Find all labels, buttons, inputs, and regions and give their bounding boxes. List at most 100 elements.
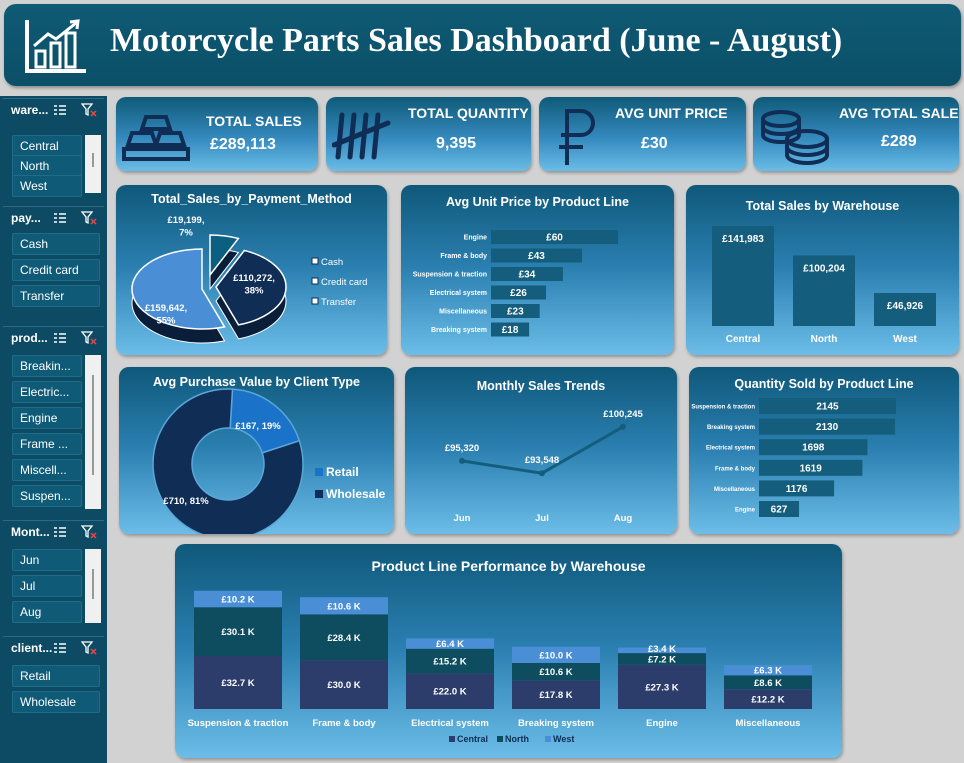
data-label: 1176: [786, 484, 808, 495]
slicer-item[interactable]: Aug: [12, 601, 82, 623]
stack-segment: [300, 660, 388, 709]
multi-select-icon[interactable]: [53, 641, 67, 655]
bar: [759, 398, 896, 414]
legend-swatch: [449, 736, 455, 742]
slicer-item[interactable]: Retail: [12, 665, 100, 687]
client-type-card: Avg Purchase Value by Client Type £167, …: [119, 367, 394, 534]
tally-marks-icon: [332, 112, 391, 160]
product-warehouse-card: Product Line Performance by Warehouse £3…: [175, 544, 842, 758]
stack-segment: [724, 689, 812, 709]
data-label: £95,320: [445, 443, 479, 454]
data-label: 2145: [816, 402, 839, 413]
warehouse-slicer[interactable]: ware... Central North West: [3, 98, 104, 197]
legend-label: West: [553, 734, 574, 744]
slicer-item[interactable]: Jun: [12, 549, 82, 571]
month-slicer[interactable]: Mont... Jun Jul Aug: [3, 520, 104, 624]
slicer-item[interactable]: Transfer: [12, 285, 100, 307]
legend-swatch: [315, 490, 323, 498]
category-label: West: [893, 334, 917, 345]
category-label: Electrical system: [411, 718, 489, 729]
data-label: £60: [546, 233, 563, 244]
stack-segment: [194, 656, 282, 709]
slicer-item[interactable]: North: [12, 155, 82, 177]
data-label: £30.0 K: [327, 680, 360, 691]
clear-filter-icon[interactable]: [81, 103, 97, 117]
multi-select-icon[interactable]: [53, 211, 67, 225]
bar: [491, 322, 530, 337]
payment-slicer[interactable]: pay... Cash Credit card Transfer: [3, 206, 104, 307]
ruble-icon: [559, 109, 595, 165]
data-label: £15.2 K: [433, 657, 466, 668]
slicer-item[interactable]: Frame ...: [12, 433, 82, 455]
data-label: £28.4 K: [327, 633, 360, 644]
slicer-item[interactable]: Jul: [12, 575, 82, 597]
slicer-item[interactable]: Cash: [12, 233, 100, 255]
data-label: £30.1 K: [221, 627, 254, 638]
data-label: £100,204: [803, 263, 845, 274]
slicer-item[interactable]: Electric...: [12, 381, 82, 403]
data-label: £23: [507, 307, 524, 318]
clear-filter-icon[interactable]: [81, 331, 97, 345]
slicer-item[interactable]: Credit card: [12, 259, 100, 281]
slicer-scrollbar[interactable]: [85, 549, 101, 623]
legend-label: Retail: [326, 465, 359, 479]
stack-segment: [512, 662, 600, 681]
category-label: Frame & body: [312, 718, 376, 729]
category-label: Breaking system: [707, 425, 755, 431]
stack-segment: [406, 638, 494, 649]
slicer-scrollbar[interactable]: [85, 135, 101, 193]
monthly-line-chart: £95,320 £93,548 £100,245 Jun Jul Aug: [445, 409, 644, 524]
product-slicer[interactable]: prod... Breakin... Electric... Engine Fr…: [3, 326, 104, 509]
slicer-item[interactable]: Suspen...: [12, 485, 82, 507]
slicer-item[interactable]: Engine: [12, 407, 82, 429]
multi-select-icon[interactable]: [53, 103, 67, 117]
clear-filter-icon[interactable]: [81, 641, 97, 655]
bar: [491, 248, 583, 263]
data-label: £12.2 K: [751, 695, 784, 706]
bar: [759, 480, 835, 497]
slicer-scrollbar[interactable]: [85, 355, 101, 509]
data-label: £10.6 K: [539, 667, 572, 678]
legend-swatch: [497, 736, 503, 742]
clear-filter-icon[interactable]: [81, 525, 97, 539]
chart-title: Total Sales by Warehouse: [745, 199, 900, 213]
multi-select-icon[interactable]: [53, 525, 67, 539]
data-label: £3.4 K: [648, 644, 676, 655]
data-label: £26: [510, 288, 527, 299]
legend-label: Transfer: [321, 297, 356, 308]
client-donut-chart: £167, 19% £710, 81% Retail Wholesale: [152, 388, 386, 534]
slicer-item[interactable]: Central: [12, 135, 82, 157]
stack-segment: [618, 664, 706, 709]
slicer-item[interactable]: Miscell...: [12, 459, 82, 481]
data-label: 7%: [179, 228, 193, 239]
kpi-value: £289,113: [210, 136, 276, 153]
stack-segment: [300, 597, 388, 615]
gold-bars-icon: [122, 115, 190, 161]
data-label: £93,548: [525, 455, 559, 466]
multi-select-icon[interactable]: [53, 331, 67, 345]
bar: [793, 255, 855, 326]
clear-filter-icon[interactable]: [81, 211, 97, 225]
data-point: [620, 423, 626, 430]
unit-price-card: Avg Unit Price by Product Line Engine £60…: [401, 185, 674, 355]
data-label: £8.6 K: [754, 678, 782, 689]
warehouse-bar-chart: £141,983 Central £100,204 North £46,926 West: [712, 226, 936, 345]
slicer-item[interactable]: Breakin...: [12, 355, 82, 377]
data-label: £10.6 K: [327, 601, 360, 612]
client-slicer[interactable]: client... Retail Wholesale: [3, 636, 104, 716]
data-label: £6.4 K: [436, 639, 464, 650]
chart-logo-icon: [25, 19, 86, 73]
slicer-item[interactable]: Wholesale: [12, 691, 100, 713]
payment-pie-chart: £19,199, 7% £110,272, 38% £159,642, 55% Cash Cr…: [131, 215, 367, 344]
kpi-avg-unit-price: AVG UNIT PRICE £30: [539, 97, 746, 171]
legend-swatch: [311, 257, 319, 265]
legend-label: Wholesale: [326, 487, 386, 501]
slicer-title: client...: [11, 641, 53, 655]
category-label: Frame & body: [440, 253, 487, 260]
chart-title: Product Line Performance by Warehouse: [371, 558, 646, 574]
pie-slice: [209, 234, 240, 278]
stack-segment: [406, 673, 494, 709]
legend-label: Credit card: [321, 277, 367, 288]
slicer-item[interactable]: West: [12, 175, 82, 197]
chart-title: Quantity Sold by Product Line: [734, 377, 914, 391]
